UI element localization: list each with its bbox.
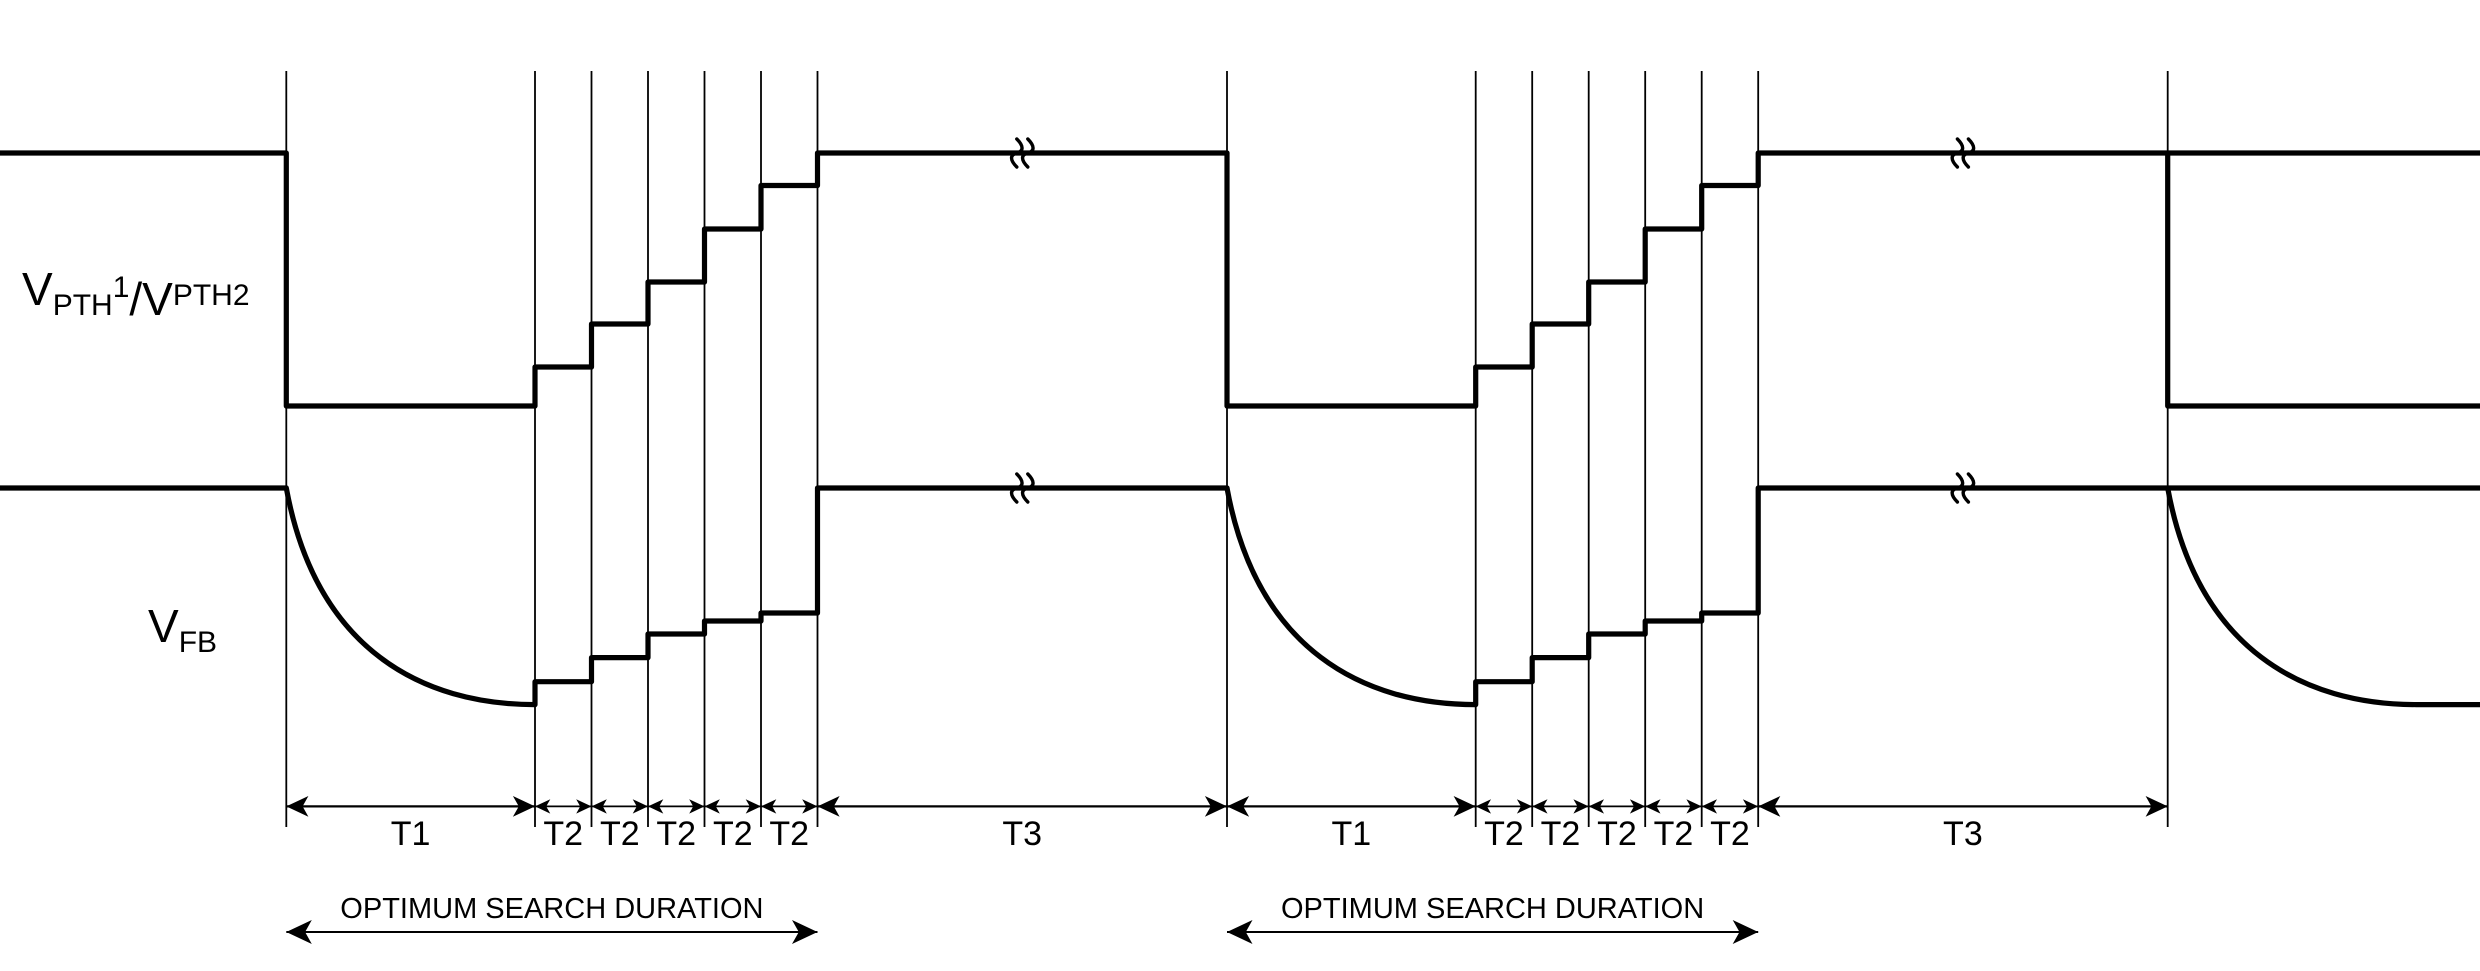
svg-text:T2: T2 [1710,815,1750,853]
svg-text:T1: T1 [1331,815,1371,853]
svg-text:T2: T2 [1654,815,1694,853]
svg-text:T2: T2 [1597,815,1637,853]
svg-text:T2: T2 [713,815,753,853]
svg-text:T2: T2 [1541,815,1581,853]
svg-text:T3: T3 [1943,815,1983,853]
svg-text:T2: T2 [600,815,640,853]
svg-text:OPTIMUM SEARCH DURATION: OPTIMUM SEARCH DURATION [340,893,763,925]
svg-text:T2: T2 [1484,815,1524,853]
svg-text:T3: T3 [1002,815,1042,853]
svg-text:OPTIMUM SEARCH DURATION: OPTIMUM SEARCH DURATION [1281,893,1704,925]
svg-text:T2: T2 [656,815,696,853]
svg-text:T1: T1 [391,815,431,853]
svg-text:T2: T2 [769,815,809,853]
svg-text:T2: T2 [543,815,583,853]
